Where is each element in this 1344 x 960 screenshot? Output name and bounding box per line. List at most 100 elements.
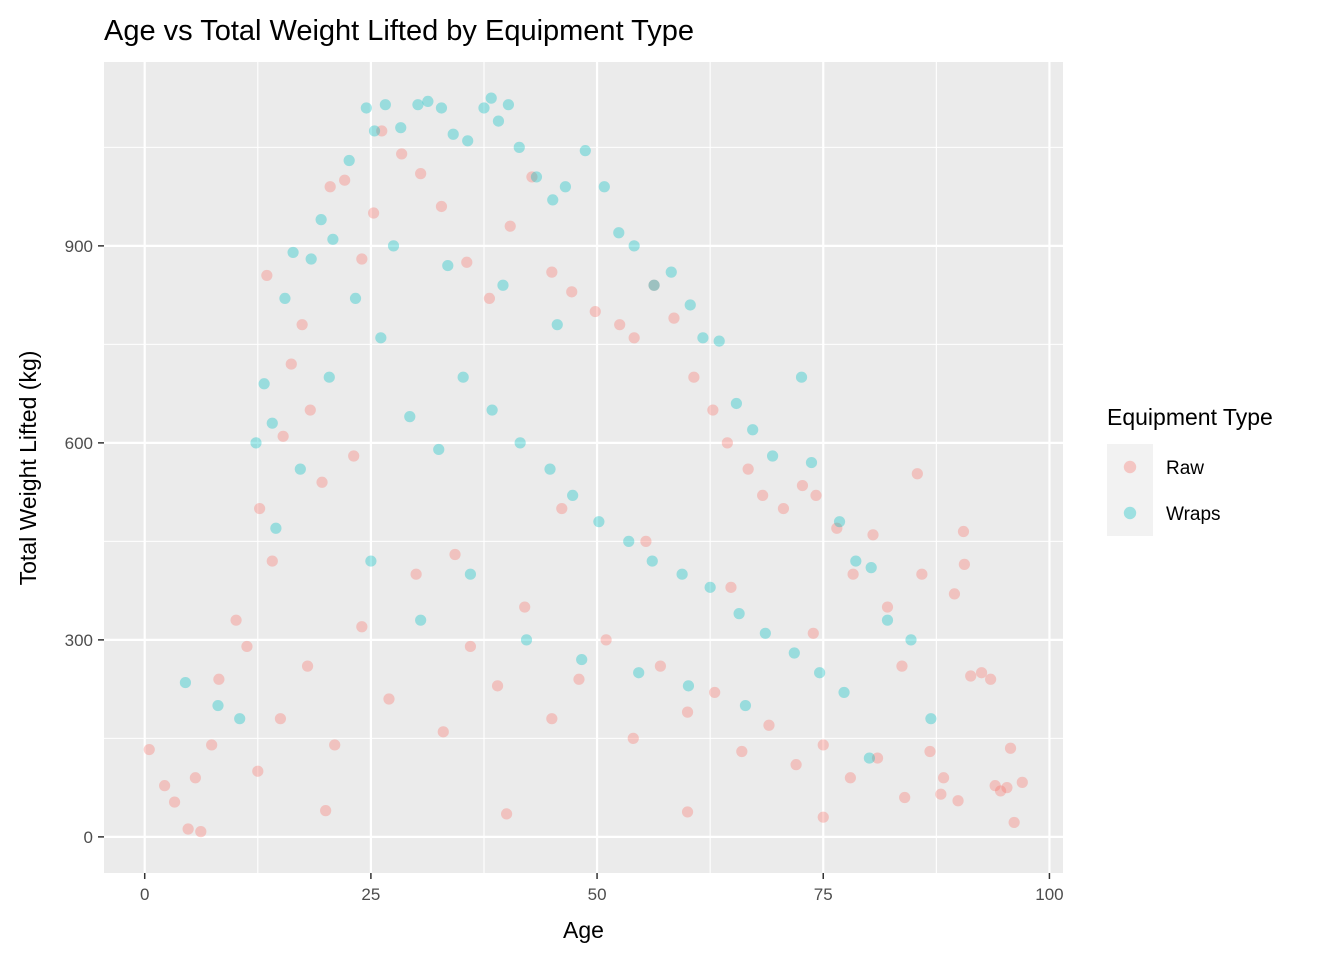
data-point-raw (254, 502, 266, 515)
data-point-wraps (250, 437, 262, 449)
y-axis-title: Total Weight Lifted (kg) (15, 351, 41, 586)
data-point-wraps (287, 246, 299, 259)
data-point-wraps (593, 516, 605, 528)
data-point-raw (757, 489, 769, 502)
data-point-wraps (795, 371, 808, 383)
data-point-raw (654, 660, 667, 672)
data-point-raw (483, 292, 496, 305)
x-tick-label: 0 (140, 885, 149, 904)
data-point-raw (143, 743, 155, 756)
data-point-raw (994, 785, 1007, 797)
legend-key-wraps (1123, 506, 1137, 520)
data-point-raw (526, 171, 538, 183)
data-point-wraps (415, 614, 427, 626)
data-point-wraps (464, 568, 477, 580)
data-point-raw (504, 220, 516, 232)
data-point-wraps (433, 443, 445, 456)
data-point-raw (899, 791, 911, 804)
data-point-wraps (865, 562, 877, 574)
data-point-wraps (365, 555, 377, 567)
data-point-wraps (665, 266, 677, 278)
data-point-raw (435, 200, 448, 213)
data-point-wraps (733, 608, 745, 620)
data-point-wraps (613, 227, 625, 239)
x-tick-label: 75 (814, 885, 833, 904)
data-point-wraps (514, 437, 526, 449)
data-point-raw (627, 732, 639, 744)
data-point-raw (817, 811, 829, 823)
data-points (143, 92, 1028, 838)
data-point-raw (721, 437, 733, 449)
data-point-raw (230, 614, 242, 626)
data-point-raw (688, 371, 700, 383)
data-point-raw (189, 772, 201, 784)
data-point-raw (464, 640, 477, 653)
data-point-wraps (598, 181, 610, 193)
data-point-wraps (628, 240, 640, 252)
grid-major (104, 62, 1063, 873)
data-point-wraps (576, 653, 588, 666)
legend-label-wraps: Wraps (1166, 504, 1221, 525)
data-point-wraps (739, 699, 752, 712)
data-point-wraps (179, 676, 192, 689)
data-point-raw (600, 634, 612, 646)
data-point-raw (847, 568, 859, 580)
data-point-wraps (676, 568, 688, 580)
data-point-wraps (266, 417, 278, 429)
data-point-wraps (633, 667, 645, 679)
data-point-wraps (838, 686, 850, 699)
data-point-wraps (279, 292, 291, 305)
data-point-wraps (551, 319, 563, 331)
data-point-wraps (379, 99, 391, 111)
data-point-wraps (315, 214, 327, 226)
data-point-raw (301, 660, 314, 672)
data-point-raw (957, 525, 970, 538)
data-point-raw (159, 780, 171, 792)
data-point-raw (817, 739, 829, 751)
legend-label-raw: Raw (1166, 458, 1204, 479)
data-point-wraps (478, 102, 490, 114)
data-point-raw (681, 806, 694, 818)
data-point-raw (985, 673, 997, 685)
data-point-raw (807, 627, 819, 639)
data-point-wraps (547, 194, 559, 206)
data-point-raw (383, 693, 395, 705)
data-point-wraps (462, 135, 474, 147)
data-point-wraps (349, 292, 362, 305)
data-point-wraps (704, 581, 716, 593)
data-point-wraps (447, 128, 459, 140)
y-tick-label: 300 (65, 631, 93, 650)
data-point-wraps (258, 378, 270, 390)
data-point-raw (500, 808, 513, 820)
data-point-raw (415, 168, 427, 180)
data-point-raw (640, 535, 652, 547)
data-point-wraps (925, 713, 937, 725)
data-point-wraps (747, 424, 759, 436)
data-point-raw (437, 726, 449, 738)
legend-title: Equipment Type (1107, 404, 1273, 430)
data-point-raw (546, 266, 558, 278)
data-point-wraps (412, 99, 424, 111)
data-point-raw (589, 305, 601, 318)
data-point-raw (867, 529, 879, 541)
data-point-raw (871, 752, 884, 764)
data-point-raw (958, 558, 970, 570)
data-point-raw (916, 568, 928, 580)
data-point-wraps (648, 279, 660, 291)
data-point-wraps (457, 371, 469, 383)
data-point-wraps (323, 371, 335, 383)
data-point-wraps (327, 233, 339, 245)
data-point-raw (356, 621, 368, 633)
data-point-raw (796, 479, 809, 492)
data-point-wraps (305, 253, 317, 265)
data-point-raw (924, 745, 936, 758)
data-point-raw (844, 772, 856, 784)
data-point-raw (1008, 816, 1020, 829)
data-point-raw (339, 174, 351, 186)
data-point-wraps (422, 95, 434, 108)
data-point-raw (241, 640, 253, 653)
data-point-raw (1016, 776, 1028, 788)
data-point-wraps (567, 489, 579, 502)
data-point-raw (935, 788, 947, 800)
